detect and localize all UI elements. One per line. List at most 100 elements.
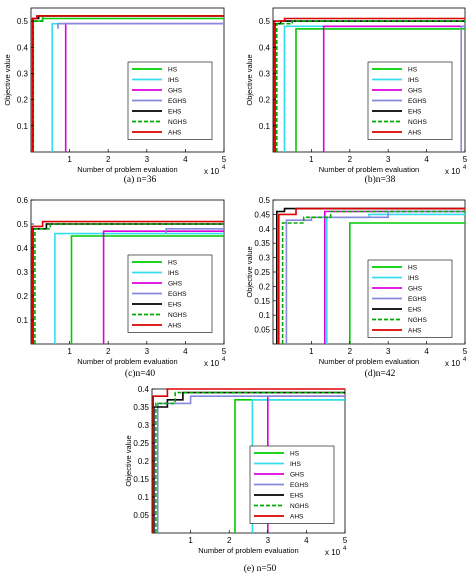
y-tick-label: 0.2 [138,457,150,466]
legend: HS IHS GHS EGHS EHS NGHS AHS [367,61,453,140]
series-line-nghs [155,391,345,533]
legend: HS IHS GHS EGHS EHS NGHS AHS [127,254,213,333]
series-line-hs [70,235,224,344]
y-tick-label: 0.2 [259,96,271,105]
series-line-hs [295,28,465,152]
panel-caption: (d)n=42 [365,368,396,379]
y-tick-label: 0.3 [138,421,150,430]
y-tick-label: 0.5 [259,196,271,205]
series-line-ahs [152,388,345,533]
y-tick-label: 0.15 [254,297,270,306]
x-tick-label: 2 [106,155,111,164]
series-line-ahs [273,17,465,152]
legend-label: IHS [168,270,180,277]
y-tick-label: 0.2 [17,292,29,301]
series-line-eghs [460,25,465,152]
series-line-ihs [54,232,224,344]
y-tick-label: 0.3 [259,254,271,263]
series-line-eghs [285,210,465,344]
y-axis-label: Objective value [3,54,12,105]
x-tick-label: 5 [222,347,227,356]
y-tick-label: 0.2 [17,96,29,105]
y-tick-label: 0.15 [133,475,149,484]
x-axis-exponent: x 10 [445,167,461,176]
legend-label: EHS [168,109,182,116]
y-tick-label: 0.1 [17,316,29,325]
y-axis-label: Objective value [124,435,133,486]
x-axis-exponent-power: 4 [222,165,226,171]
y-tick-label: 0.2 [259,282,271,291]
y-tick-label: 0.3 [17,69,29,78]
y-tick-label: 0.35 [254,239,270,248]
x-axis-label: Number of problem evaluation [319,357,419,366]
panel-caption: (c)n=40 [125,368,155,379]
legend-label: EHS [168,302,182,309]
y-tick-label: 0.25 [133,439,149,448]
legend-label: IHS [290,461,302,468]
series-line-eghs [165,228,224,234]
x-tick-label: 4 [183,155,188,164]
y-tick-label: 0.6 [17,196,29,205]
y-tick-label: 0.45 [254,210,270,219]
legend-label: EGHS [408,296,427,303]
legend-label: AHS [168,323,182,330]
series-line-ahs [31,15,224,152]
y-tick-label: 0.1 [259,311,271,320]
y-tick-label: 0.25 [254,268,270,277]
x-axis-exponent: x 10 [204,359,220,368]
x-axis-exponent: x 10 [204,167,220,176]
legend-label: EGHS [168,291,187,298]
panel-caption: (e) n=50 [244,563,277,574]
y-tick-label: 0.1 [259,122,271,131]
x-tick-label: 2 [227,536,232,545]
chart-panel: 1 2 3 4 50.050.10.150.20.250.30.350.40.450.5… [245,196,468,379]
y-tick-label: 0.4 [138,385,150,394]
x-tick-label: 3 [145,155,150,164]
x-tick-label: 3 [145,347,150,356]
x-tick-label: 1 [67,347,72,356]
x-tick-label: 4 [304,536,309,545]
legend-label: GHS [408,88,423,95]
y-axis-label: Objective value [245,54,254,105]
x-tick-label: 5 [463,347,468,356]
x-tick-label: 5 [343,536,348,545]
x-axis-exponent: x 10 [325,548,341,557]
panel-caption: (a) n=36 [124,174,157,185]
series-line-ahs [31,220,224,344]
series-line-nghs [34,223,224,344]
x-tick-label: 4 [183,347,188,356]
x-tick-label: 1 [309,155,314,164]
legend: HS IHS GHS EGHS EHS NGHS AHS [249,445,335,524]
y-tick-label: 0.35 [133,403,149,412]
x-tick-label: 2 [106,347,111,356]
legend-label: HS [168,67,178,74]
legend-label: AHS [408,130,422,137]
x-tick-label: 1 [188,536,193,545]
legend-label: EHS [408,109,422,116]
x-tick-label: 3 [386,347,391,356]
series-line-eghs [157,395,345,533]
series-line-ahs [277,207,465,344]
series-line-ghs [102,230,224,344]
legend-label: EHS [408,307,422,314]
x-axis-label: Number of problem evaluation [319,165,419,174]
legend-label: AHS [290,514,304,521]
x-tick-label: 2 [348,347,353,356]
legend-label: EHS [290,493,304,500]
legend-label: NGHS [168,119,187,126]
legend: HS IHS GHS EGHS EHS NGHS AHS [367,259,453,338]
y-tick-label: 0.1 [17,122,29,131]
series-line-hs [348,222,465,344]
y-tick-label: 0.3 [17,268,29,277]
x-axis-exponent-power: 4 [463,357,467,363]
legend-label: EGHS [168,98,187,105]
series-line-ghs [322,25,465,152]
x-tick-label: 3 [266,536,271,545]
legend-label: HS [408,265,418,272]
x-tick-label: 4 [424,347,429,356]
y-tick-label: 0.5 [259,17,271,26]
legend-label: HS [408,67,418,74]
